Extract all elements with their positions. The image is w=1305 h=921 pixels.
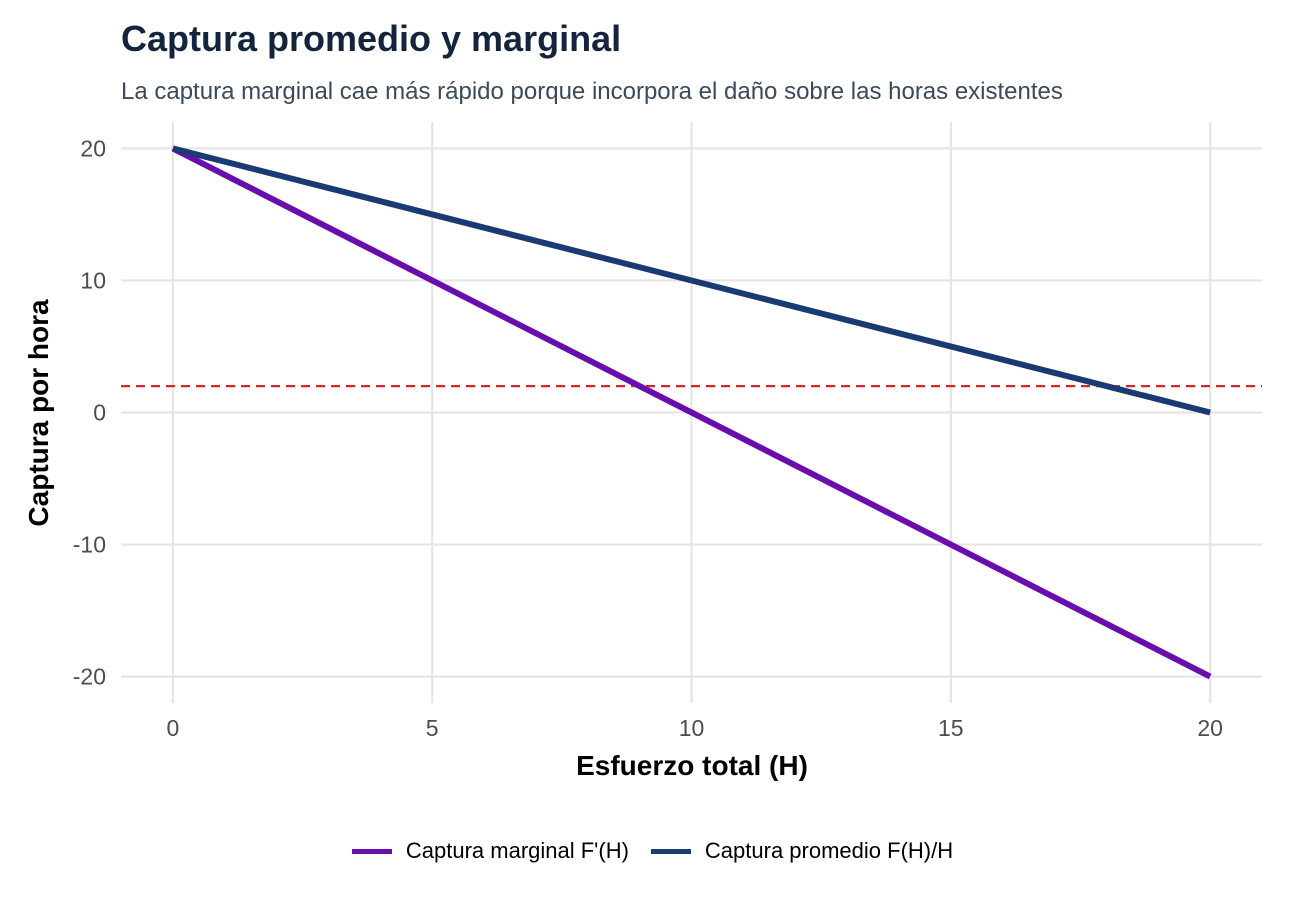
- series-lines: [171, 145, 1212, 680]
- y-tick-label: -20: [73, 664, 106, 690]
- chart-subtitle: La captura marginal cae más rápido porqu…: [121, 78, 1063, 105]
- legend-swatch-marginal: [351, 848, 392, 854]
- x-tick-label: 10: [679, 715, 705, 741]
- legend-label-promedio: Captura promedio F(H)/H: [704, 838, 954, 863]
- legend: Captura marginal F'(H) Captura promedio …: [0, 838, 1305, 864]
- series-line-0: [171, 145, 1212, 680]
- series-line-1: [172, 145, 1211, 416]
- y-tick-label: 0: [93, 400, 106, 426]
- x-tick-label: 5: [426, 715, 439, 741]
- legend-item-promedio: Captura promedio F(H)/H: [650, 838, 954, 864]
- legend-swatch-promedio: [650, 848, 691, 854]
- chart-title: Captura promedio y marginal: [121, 18, 622, 59]
- x-tick-label: 20: [1197, 715, 1223, 741]
- y-tick-label: 10: [80, 267, 106, 293]
- y-tick-label: -10: [73, 532, 106, 558]
- y-tick-label: 20: [80, 135, 106, 161]
- x-axis-ticks: 0 5 10 15 20: [166, 715, 1222, 741]
- x-axis-title: Esfuerzo total (H): [576, 750, 808, 781]
- x-tick-label: 15: [938, 715, 964, 741]
- legend-label-marginal: Captura marginal F'(H): [405, 838, 629, 863]
- y-axis-ticks: -20 -10 0 10 20: [73, 135, 106, 689]
- y-axis-title: Captura por hora: [23, 299, 54, 527]
- x-tick-label: 0: [166, 715, 179, 741]
- legend-item-marginal: Captura marginal F'(H): [351, 838, 629, 864]
